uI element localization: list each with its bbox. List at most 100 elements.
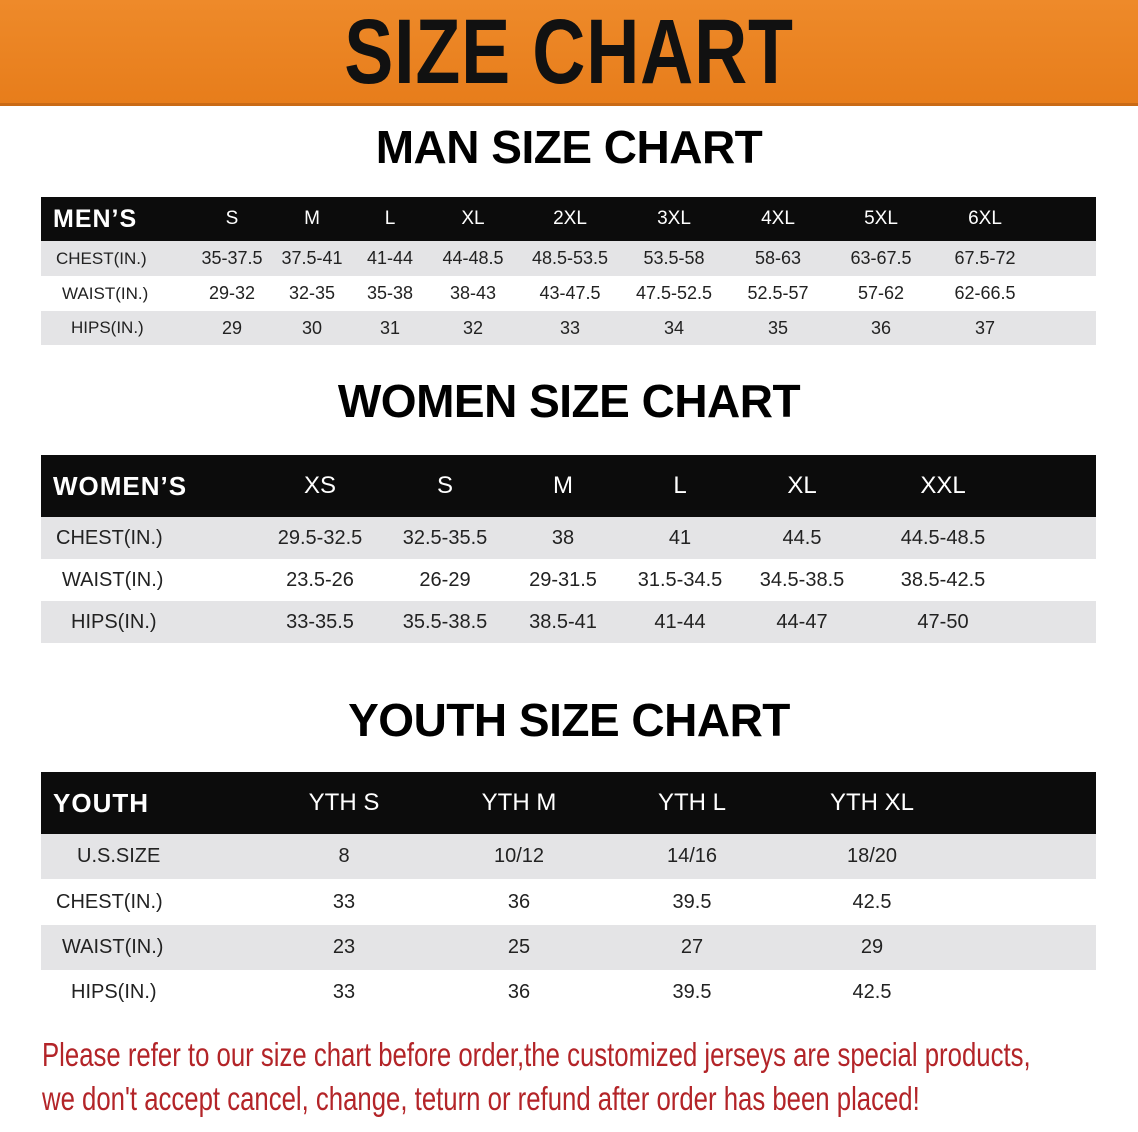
size-header: S [225,208,239,229]
size-header: 3XL [657,208,691,229]
notice-line-1: Please refer to our size chart before or… [42,1036,1031,1073]
table-cell: 33 [332,890,356,913]
table-cell: 38 [551,526,575,549]
table-cell: 18/20 [846,845,898,867]
size-header: YTH XL [829,789,915,816]
table-cell: 63-67.5 [850,248,912,268]
table-cell: 38.5-41 [529,610,597,633]
table-cell: 52.5-57 [747,283,809,303]
youth-header-label: YOUTH [53,787,149,818]
table-cell: 47-50 [917,610,969,633]
table-cell: 37.5-41 [281,248,343,268]
women-header-row: WOMEN’S XS S M L XL XXL [41,455,1096,517]
size-header: 6XL [968,208,1002,229]
table-cell: 67.5-72 [954,248,1016,268]
table-cell: 42.5 [852,981,892,1003]
row-label: WAIST(IN.) [62,936,164,958]
size-header: 2XL [553,208,587,229]
row-label: WAIST(IN.) [62,283,149,303]
table-cell: 48.5-53.5 [531,248,609,268]
table-cell: 34 [663,317,685,338]
table-cell: 36 [507,890,531,913]
table-cell: 33 [332,981,356,1003]
table-cell: 44.5 [782,526,822,549]
row-label: CHEST(IN.) [56,248,147,268]
table-cell: 25 [507,936,531,958]
size-header: XL [461,208,485,229]
table-cell: 41 [668,526,692,549]
table-row: CHEST(IN.) 33 36 39.5 42.5 [41,879,1096,925]
table-cell: 27 [680,936,704,958]
table-row: WAIST(IN.) 23.5-26 26-29 29-31.5 31.5-34.5 34… [41,559,1096,601]
table-cell: 39.5 [672,981,712,1003]
table-cell: 34.5-38.5 [759,568,845,591]
size-header: YTH L [657,789,727,816]
men-header-row: MEN’S S M L XL 2XL 3XL 4XL 5XL 6XL [41,197,1096,241]
youth-section-title: YOUTH SIZE CHART [348,694,790,746]
table-cell: 38-43 [449,283,497,303]
table-cell: 32-35 [288,283,336,303]
table-cell: 43-47.5 [539,283,601,303]
table-cell: 57-62 [857,283,905,303]
table-cell: 30 [301,317,323,338]
row-label: HIPS(IN.) [71,610,157,633]
row-label: CHEST(IN.) [56,890,163,913]
row-label: U.S.SIZE [77,845,161,867]
table-cell: 29-31.5 [529,568,597,591]
table-cell: 35.5-38.5 [402,610,488,633]
size-header: S [436,472,454,499]
table-row: HIPS(IN.) 33 36 39.5 42.5 [41,970,1096,1015]
size-header: XS [303,472,337,499]
table-cell: 14/16 [666,845,718,867]
size-header: YTH S [308,789,380,816]
table-cell: 23 [332,936,356,958]
table-cell: 29.5-32.5 [277,526,363,549]
table-cell: 37 [974,317,996,338]
table-row: U.S.SIZE 8 10/12 14/16 18/20 [41,834,1096,879]
table-cell: 26-29 [419,568,471,591]
table-cell: 29 [221,317,243,338]
table-cell: 42.5 [852,890,892,913]
banner: SIZE CHART [0,0,1138,106]
table-cell: 36 [870,317,892,338]
table-row: HIPS(IN.) 29 30 31 32 33 34 35 36 37 [41,311,1096,345]
table-cell: 38.5-42.5 [900,568,986,591]
men-size-table: MEN’S S M L XL 2XL 3XL 4XL 5XL 6XL CHEST(IN.) 35-37… [41,197,1096,345]
table-row: WAIST(IN.) 23 25 27 29 [41,925,1096,970]
size-header: YTH M [481,789,557,816]
table-cell: 41-44 [654,610,706,633]
table-cell: 8 [338,845,350,867]
table-cell: 35-38 [366,283,414,303]
table-cell: 29-32 [208,283,256,303]
table-cell: 32 [462,317,484,338]
table-cell: 35 [767,317,789,338]
row-label: CHEST(IN.) [56,526,163,549]
size-header: XL [787,472,817,499]
table-cell: 33 [559,317,581,338]
size-header: M [304,208,320,229]
row-label: HIPS(IN.) [71,981,157,1003]
row-label: WAIST(IN.) [62,568,164,591]
table-cell: 29 [860,936,884,958]
notice-line-2: we don't accept cancel, change, teturn o… [42,1080,920,1117]
table-cell: 32.5-35.5 [402,526,488,549]
table-cell: 47.5-52.5 [635,283,713,303]
banner-title: SIZE CHART [344,1,794,103]
size-header: L [673,472,687,499]
table-cell: 44-48.5 [442,248,504,268]
table-cell: 44.5-48.5 [900,526,986,549]
men-header-label: MEN’S [53,204,138,233]
table-cell: 62-66.5 [954,283,1016,303]
table-cell: 36 [507,981,531,1003]
table-row: HIPS(IN.) 33-35.5 35.5-38.5 38.5-41 41-44 44-… [41,601,1096,643]
women-header-label: WOMEN’S [53,470,188,501]
table-row: CHEST(IN.) 35-37.5 37.5-41 41-44 44-48.5 48.5… [41,241,1096,276]
youth-size-table: YOUTH YTH S YTH M YTH L YTH XL U.S.SIZE 8 10/12… [41,772,1096,1015]
size-header: 4XL [761,208,795,229]
table-cell: 58-63 [754,248,802,268]
size-header: L [384,208,396,229]
size-header: 5XL [864,208,898,229]
women-section-title: WOMEN SIZE CHART [337,375,801,427]
men-section-title: MAN SIZE CHART [375,121,763,173]
table-row: CHEST(IN.) 29.5-32.5 32.5-35.5 38 41 44.5 44.5… [41,517,1096,559]
